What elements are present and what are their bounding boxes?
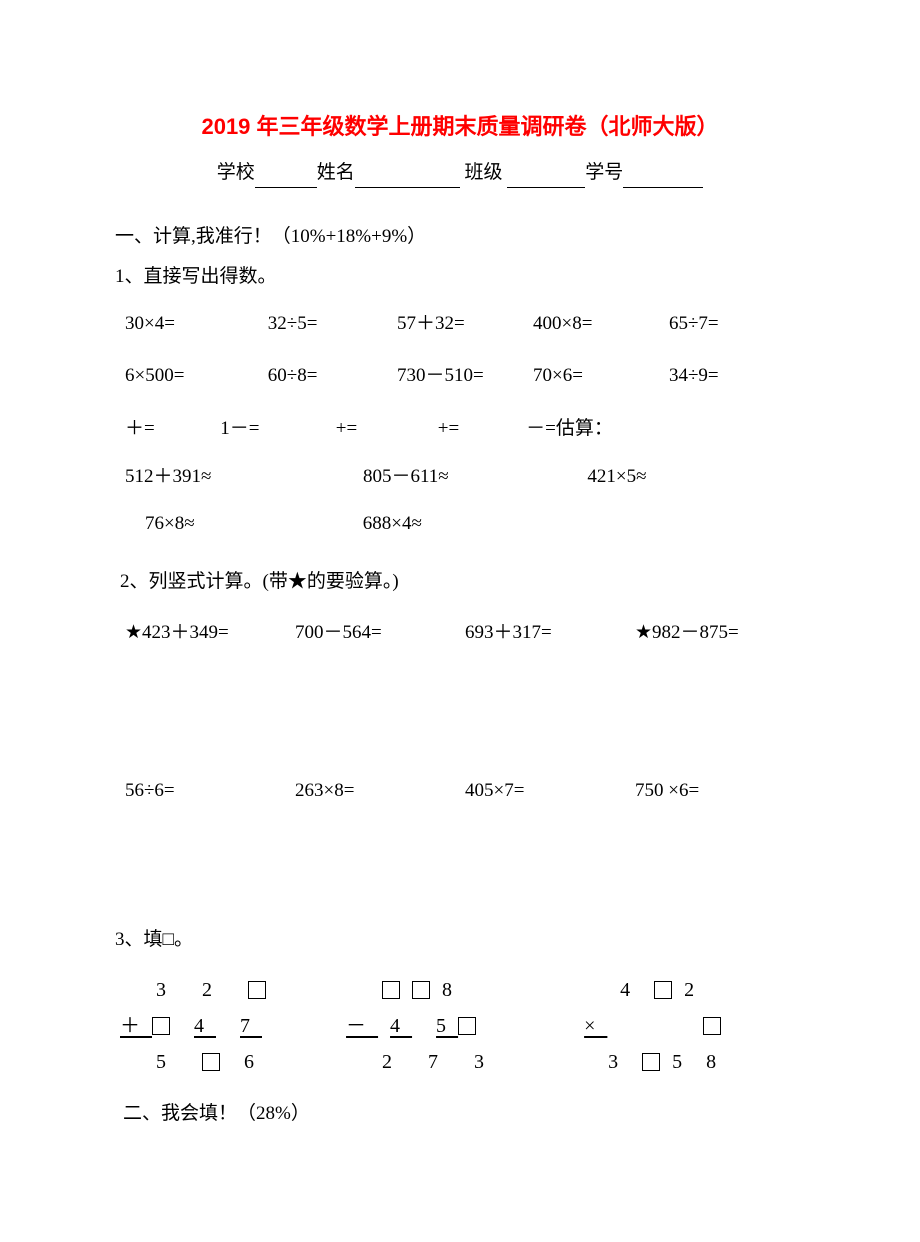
calc-item: 700－564=	[295, 619, 465, 648]
fill-box-grid: 32 ＋47 56 8 －45 273 42 × 358	[115, 972, 805, 1080]
calc-row-3: ＋= 1－= += += －=估算：	[115, 415, 805, 444]
subsection-1-2: 2、列竖式计算。(带★的要验算。)	[115, 568, 805, 597]
calc-item: +=	[438, 415, 526, 444]
vertical-calc-row-1: ★423＋349= 700－564= 693＋317= ★982－875=	[115, 619, 805, 648]
fill-row: ×	[572, 1008, 798, 1044]
fill-box[interactable]	[202, 1053, 220, 1071]
fill-row: 273	[346, 1044, 572, 1080]
calc-item: 57＋32=	[397, 310, 533, 339]
fill-row: 8	[346, 972, 572, 1008]
fill-row: 56	[120, 1044, 346, 1080]
calc-item: 750 ×6=	[635, 777, 805, 806]
vertical-calc-row-2: 56÷6= 263×8= 405×7= 750 ×6=	[115, 777, 805, 806]
name-blank[interactable]	[355, 167, 460, 188]
fill-box[interactable]	[458, 1017, 476, 1035]
calc-item: 730－510=	[397, 362, 533, 391]
student-info-line: 学校 姓名 班级 学号	[115, 159, 805, 188]
fill-col-1: 32 ＋47 56	[120, 972, 346, 1080]
calc-item: 32÷5=	[268, 310, 397, 339]
calc-item: －=估算：	[526, 415, 613, 444]
fill-col-2: 8 －45 273	[346, 972, 572, 1080]
fill-box[interactable]	[412, 981, 430, 999]
name-label: 姓名	[317, 162, 355, 183]
id-label: 学号	[585, 162, 623, 183]
exam-title: 2019 年三年级数学上册期末质量调研卷（北师大版）	[115, 110, 805, 143]
class-label: 班级	[465, 162, 503, 183]
school-label: 学校	[217, 162, 255, 183]
calc-item: 65÷7=	[669, 310, 805, 339]
calc-item: 76×8≈	[145, 510, 363, 539]
calc-item: 400×8=	[533, 310, 669, 339]
estimate-row-1: 512＋391≈ 805－611≈ 421×5≈	[115, 463, 805, 492]
calc-item: 60÷8=	[268, 362, 397, 391]
calc-item: 693＋317=	[465, 619, 635, 648]
fill-row: 32	[120, 972, 346, 1008]
calc-item: 30×4=	[125, 310, 268, 339]
fill-col-3: 42 × 358	[572, 972, 798, 1080]
id-blank[interactable]	[623, 167, 703, 188]
fill-box[interactable]	[654, 981, 672, 999]
class-blank[interactable]	[507, 167, 585, 188]
calc-item: 34÷9=	[669, 362, 805, 391]
calc-item: 688×4≈	[363, 510, 581, 539]
calc-item: 70×6=	[533, 362, 669, 391]
school-blank[interactable]	[255, 167, 317, 188]
calc-item: ★982－875=	[635, 619, 805, 648]
section-1-heading: 一、计算,我准行！（10%+18%+9%）	[115, 223, 805, 252]
fill-row: －45	[346, 1008, 572, 1044]
fill-box[interactable]	[642, 1053, 660, 1071]
calc-item: 512＋391≈	[125, 463, 363, 492]
calc-item: ＋=	[125, 415, 220, 444]
fill-box[interactable]	[703, 1017, 721, 1035]
calc-item: ★423＋349=	[125, 619, 295, 648]
fill-box[interactable]	[248, 981, 266, 999]
fill-row: 358	[572, 1044, 798, 1080]
calc-item: 1－=	[220, 415, 336, 444]
estimate-row-2: 76×8≈ 688×4≈	[115, 510, 805, 539]
calc-item: +=	[336, 415, 438, 444]
fill-box[interactable]	[152, 1017, 170, 1035]
calc-item: 421×5≈	[587, 463, 805, 492]
calc-item: 405×7=	[465, 777, 635, 806]
calc-item: 805－611≈	[363, 463, 587, 492]
calc-row-1: 30×4= 32÷5= 57＋32= 400×8= 65÷7=	[115, 310, 805, 339]
fill-box[interactable]	[382, 981, 400, 999]
subsection-1-1: 1、直接写出得数。	[115, 263, 805, 292]
subsection-1-3: 3、填□。	[115, 926, 805, 955]
calc-item: 56÷6=	[125, 777, 295, 806]
calc-item: 263×8=	[295, 777, 465, 806]
fill-row: ＋47	[120, 1008, 346, 1044]
fill-row: 42	[572, 972, 798, 1008]
section-2-heading: 二、我会填！（28%）	[115, 1100, 805, 1129]
calc-item: 6×500=	[125, 362, 268, 391]
calc-row-2: 6×500= 60÷8= 730－510= 70×6= 34÷9=	[115, 362, 805, 391]
